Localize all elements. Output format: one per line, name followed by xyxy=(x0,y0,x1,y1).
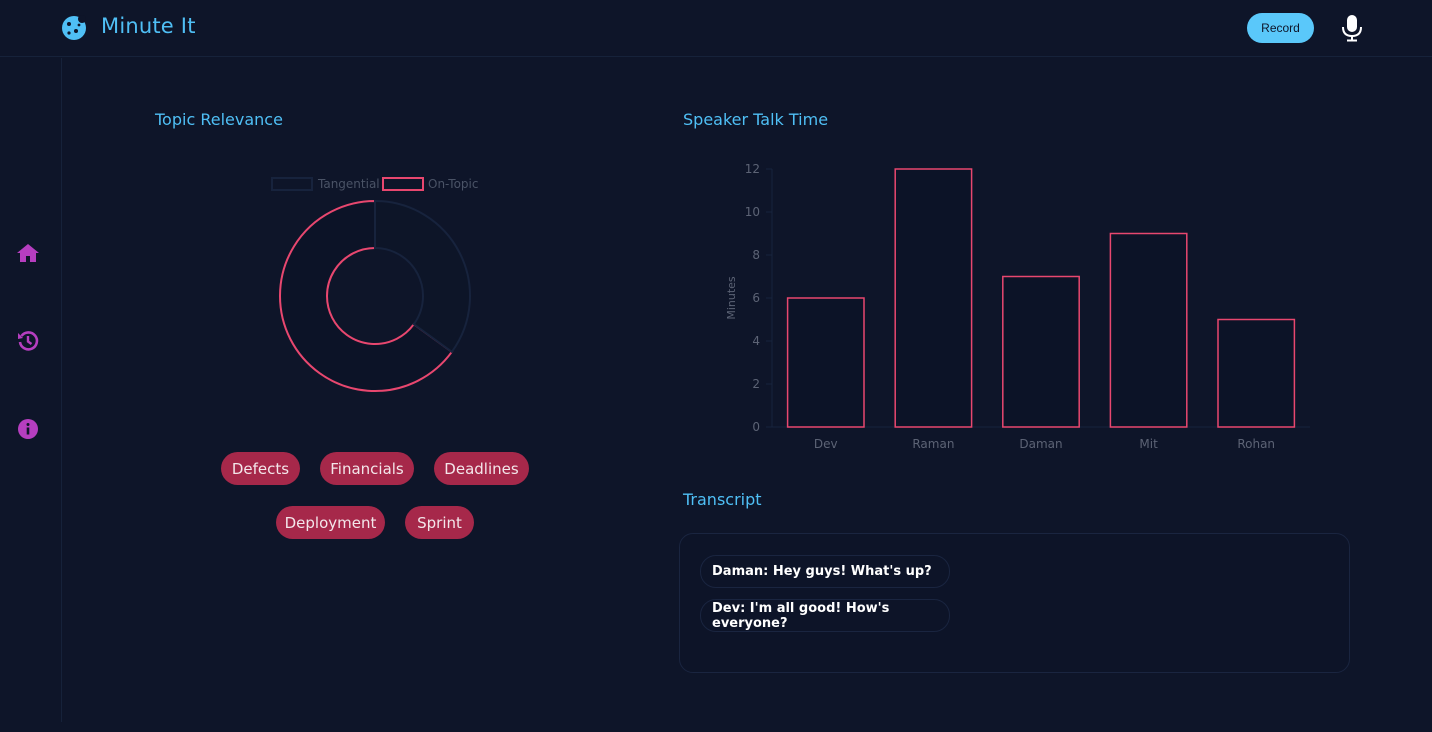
y-tick-label: 12 xyxy=(745,162,760,176)
x-tick-label: Rohan xyxy=(1237,437,1275,451)
transcript-message: Daman: Hey guys! What's up? xyxy=(700,555,950,588)
record-button[interactable]: Record xyxy=(1247,13,1314,43)
tag-deadlines[interactable]: Deadlines xyxy=(434,452,529,485)
bar-daman xyxy=(1002,275,1080,428)
y-axis-label: Minutes xyxy=(725,276,738,320)
speaker-talk-time-title: Speaker Talk Time xyxy=(683,110,829,129)
cookie-icon xyxy=(62,15,86,40)
history-icon[interactable] xyxy=(16,329,40,353)
tag-sprint[interactable]: Sprint xyxy=(405,506,474,539)
bar-dev xyxy=(786,297,865,428)
legend-swatch-tangential xyxy=(271,177,313,191)
speaker-talk-time-chart: Minutes 0 2 4 6 8 10 12 Dev Raman Daman Mit Rohan xyxy=(720,155,1320,460)
transcript-message: Dev: I'm all good! How's everyone? xyxy=(700,599,950,632)
y-tick-label: 8 xyxy=(752,248,760,262)
top-bar: Minute It Record xyxy=(0,0,1432,57)
app-title: Minute It xyxy=(101,14,196,38)
info-icon[interactable] xyxy=(16,417,40,441)
y-tick-label: 0 xyxy=(752,420,760,434)
x-tick-label: Mit xyxy=(1139,437,1158,451)
legend-swatch-on-topic xyxy=(382,177,424,191)
legend-label-on-topic: On-Topic xyxy=(428,177,478,191)
y-tick-label: 10 xyxy=(745,205,760,219)
microphone-icon[interactable] xyxy=(1340,14,1364,42)
bar-rohan xyxy=(1217,318,1296,428)
x-tick-label: Raman xyxy=(912,437,954,451)
x-tick-label: Dev xyxy=(814,437,838,451)
tag-defects[interactable]: Defects xyxy=(221,452,300,485)
sidebar xyxy=(0,58,62,722)
transcript-title: Transcript xyxy=(683,490,762,509)
y-tick-label: 4 xyxy=(752,334,760,348)
topic-relevance-title: Topic Relevance xyxy=(155,110,283,129)
x-tick-label: Daman xyxy=(1019,437,1062,451)
transcript-panel: Daman: Hey guys! What's up? Dev: I'm all… xyxy=(679,533,1350,673)
home-icon[interactable] xyxy=(16,241,40,265)
y-tick-label: 2 xyxy=(752,377,760,391)
tag-financials[interactable]: Financials xyxy=(320,452,414,485)
legend-label-tangential: Tangential xyxy=(317,177,380,191)
bar-raman xyxy=(894,168,973,428)
y-tick-label: 6 xyxy=(752,291,760,305)
tag-deployment[interactable]: Deployment xyxy=(276,506,385,539)
bar-mit xyxy=(1109,232,1188,428)
donut-slice-on-topic xyxy=(279,199,454,392)
donut-slice-tangential xyxy=(374,199,471,354)
topic-relevance-chart: Tangential On-Topic xyxy=(260,170,490,400)
